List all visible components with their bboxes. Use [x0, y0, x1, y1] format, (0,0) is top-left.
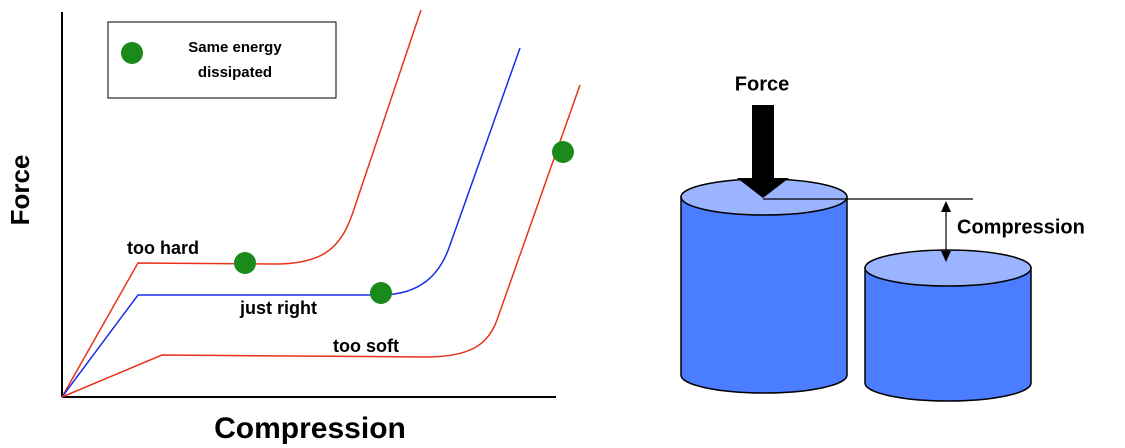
energy-dot: [370, 282, 392, 304]
legend-box: [107, 21, 337, 99]
curve-label: too hard: [127, 238, 199, 258]
x-axis-label: Compression: [214, 412, 406, 445]
y-axis-label: Force: [5, 155, 35, 226]
energy-dot: [234, 252, 256, 274]
cylinder-top: [864, 249, 1032, 287]
legend-text: dissipated: [198, 64, 272, 81]
curve-too-soft: [61, 84, 581, 398]
curve-label: just right: [239, 298, 317, 318]
curve-too-hard: [61, 9, 422, 398]
energy-dot: [552, 141, 574, 163]
legend-dot: [121, 42, 143, 64]
legend-text: Same energy: [188, 39, 282, 56]
curve-just-right: [61, 47, 521, 398]
compression-label: Compression: [957, 216, 1085, 238]
curve-label: too soft: [333, 336, 399, 356]
force-label: Force: [735, 73, 789, 95]
cylinder-body: [680, 196, 848, 394]
arrow-head: [941, 201, 951, 212]
force-arrow: [737, 105, 789, 198]
cylinder-body: [864, 267, 1032, 402]
arrow-head: [941, 251, 951, 262]
